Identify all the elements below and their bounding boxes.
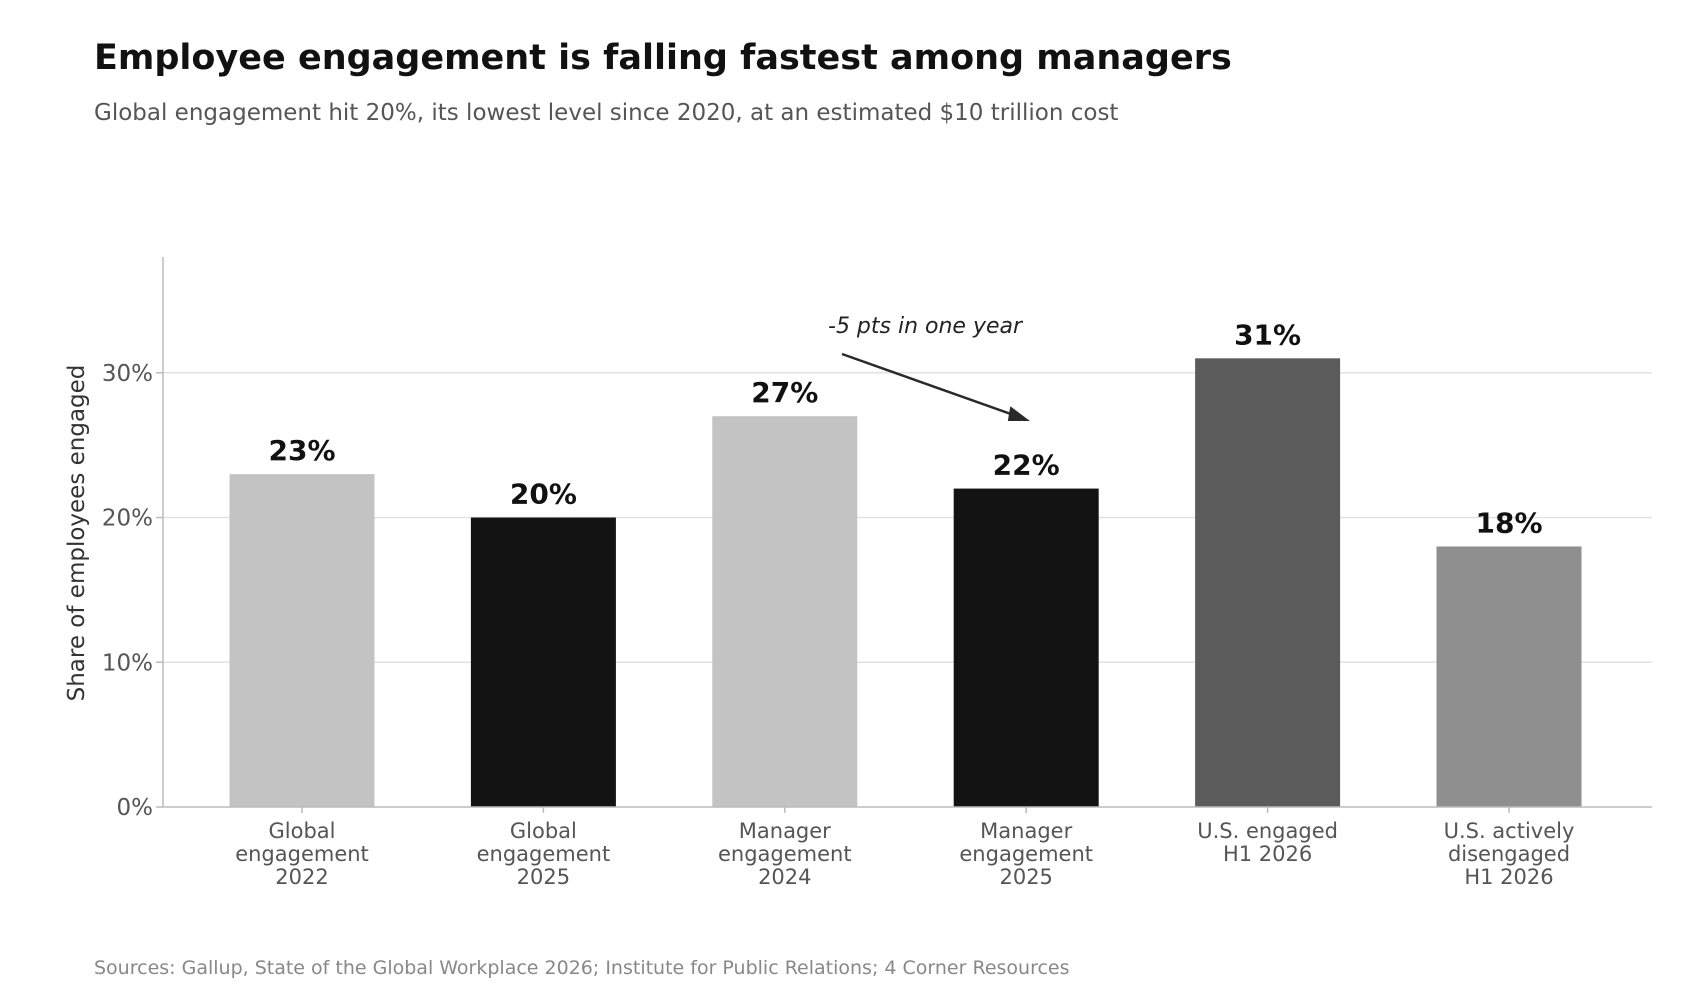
value-label: 23% bbox=[268, 434, 335, 467]
y-axis-label: Share of employees engaged bbox=[64, 365, 90, 702]
x-tick-label-line: Global bbox=[510, 819, 577, 843]
annotation-text: -5 pts in one year bbox=[828, 314, 1024, 339]
y-tick-label: 0% bbox=[117, 795, 154, 821]
x-tick-label-line: disengaged bbox=[1448, 842, 1570, 866]
gridlines bbox=[163, 372, 1652, 664]
value-label: 31% bbox=[1234, 318, 1301, 351]
annotation-arrow-line bbox=[841, 352, 1023, 420]
x-tick-label: Manager engagement 2024 bbox=[718, 819, 852, 889]
bar bbox=[1436, 546, 1582, 807]
y-tick-label: 30% bbox=[102, 361, 153, 387]
bar bbox=[1195, 358, 1341, 807]
x-tick-label-line: Manager bbox=[739, 819, 831, 843]
x-tick-label-line: engagement bbox=[477, 842, 611, 866]
x-tick-label-line: engagement bbox=[718, 842, 852, 866]
x-tick-label-line: U.S. engaged bbox=[1197, 819, 1338, 843]
x-tick-label-line: H1 2026 bbox=[1464, 865, 1553, 889]
x-tick-label-line: 2025 bbox=[517, 865, 570, 889]
value-label: 18% bbox=[1475, 506, 1542, 539]
x-tick-label-line: engagement bbox=[235, 842, 369, 866]
source-note: Sources: Gallup, State of the Global Wor… bbox=[94, 957, 1070, 979]
x-tick-label-line: 2025 bbox=[999, 865, 1052, 889]
bar bbox=[229, 474, 375, 807]
bar bbox=[953, 488, 1099, 807]
x-tick-label-line: engagement bbox=[959, 842, 1093, 866]
x-tick-label: Global engagement 2025 bbox=[477, 819, 611, 889]
y-tick-label: 10% bbox=[102, 650, 153, 676]
bar bbox=[470, 517, 616, 807]
bar bbox=[712, 416, 858, 807]
chart-subtitle: Global engagement hit 20%, its lowest le… bbox=[94, 100, 1119, 126]
y-tick-label: 20% bbox=[102, 506, 153, 532]
x-tick-label: U.S. actively disengaged H1 2026 bbox=[1444, 819, 1575, 889]
x-tick-label-line: H1 2026 bbox=[1223, 842, 1312, 866]
x-tick-label-line: U.S. actively bbox=[1444, 819, 1575, 843]
y-axis: 0% 10% 20% 30% bbox=[102, 257, 164, 821]
x-tick-label-line: Manager bbox=[980, 819, 1072, 843]
x-tick-label: Global engagement 2022 bbox=[235, 819, 369, 889]
value-labels: 23% 20% 27% 22% 31% 18% bbox=[268, 318, 1542, 539]
value-label: 27% bbox=[751, 376, 818, 409]
bars bbox=[229, 358, 1582, 807]
x-tick-label: Manager engagement 2025 bbox=[959, 819, 1093, 889]
x-tick-label: U.S. engaged H1 2026 bbox=[1197, 819, 1338, 866]
x-tick-label-line: Global bbox=[269, 819, 336, 843]
chart-title: Employee engagement is falling fastest a… bbox=[94, 38, 1232, 78]
annotation: -5 pts in one year bbox=[828, 314, 1030, 421]
value-label: 20% bbox=[510, 478, 577, 511]
value-label: 22% bbox=[993, 449, 1060, 482]
x-tick-label-line: 2024 bbox=[758, 865, 811, 889]
x-tick-label-line: 2022 bbox=[275, 865, 328, 889]
annotation-arrow-head bbox=[1007, 406, 1030, 421]
